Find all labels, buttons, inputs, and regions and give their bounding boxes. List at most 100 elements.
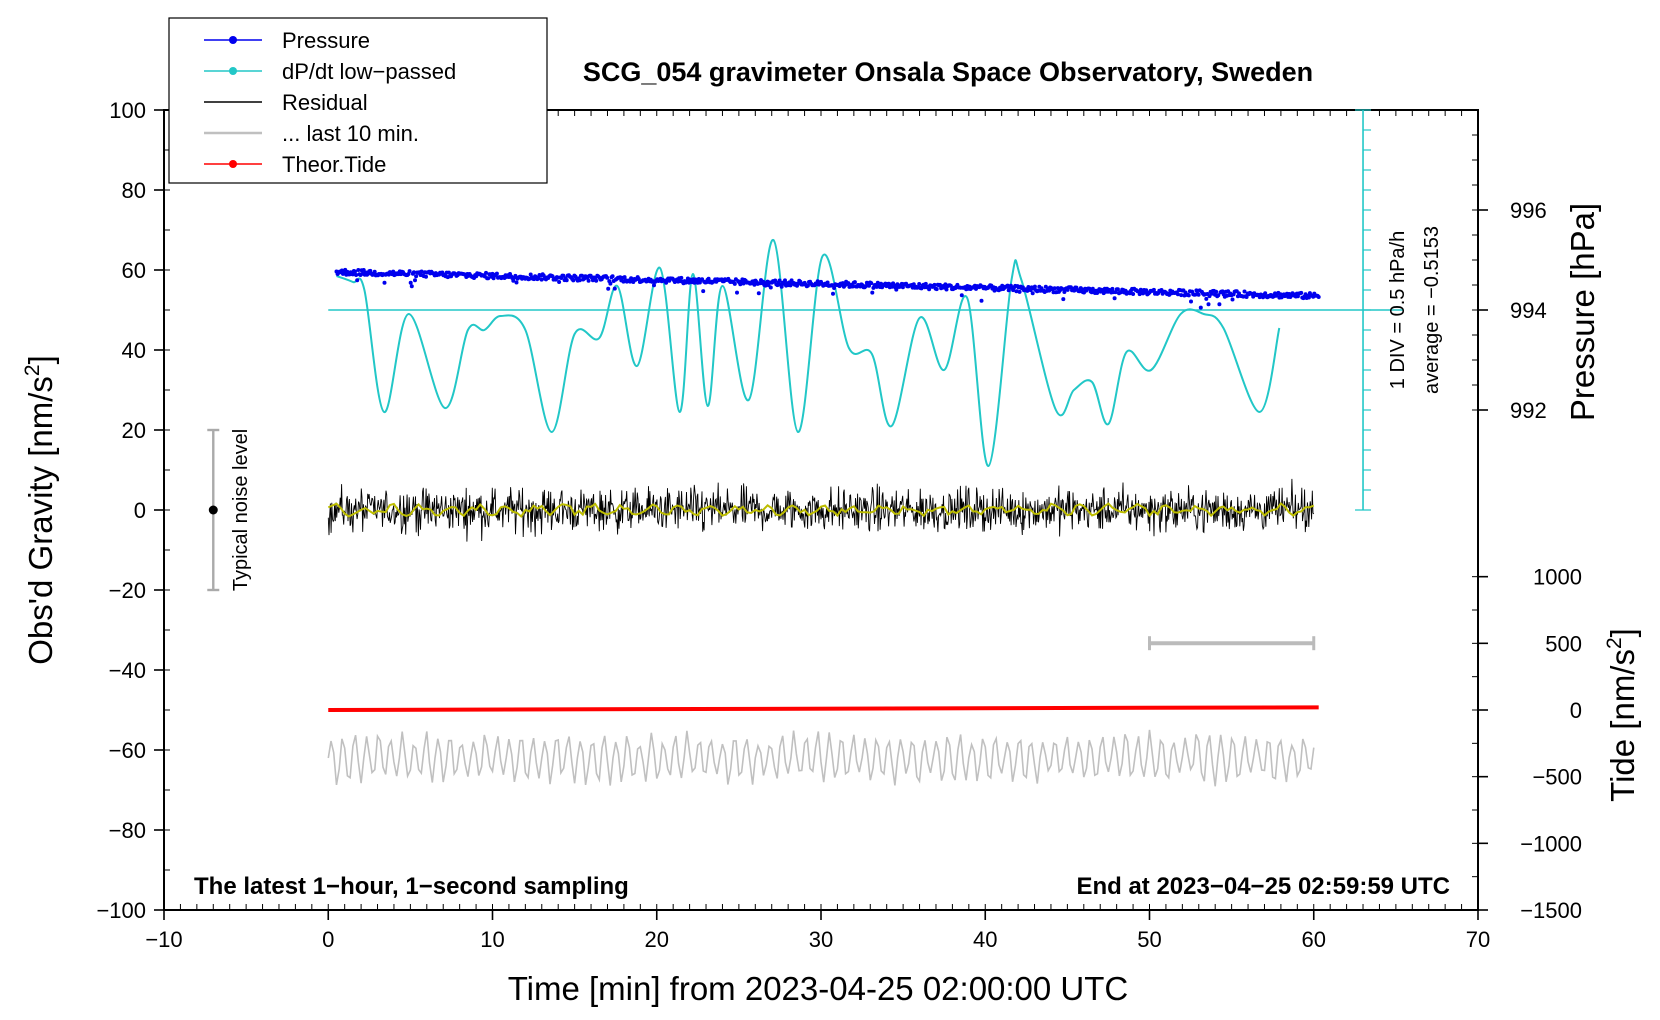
pressure-point: [701, 289, 706, 294]
pressure-point: [652, 283, 656, 288]
pressure-point: [612, 286, 617, 291]
pressure-point: [356, 268, 361, 272]
legend-item: Residual: [204, 90, 368, 115]
pressure-point: [1017, 289, 1022, 294]
pressure-point: [779, 284, 784, 289]
pressure-point: [932, 282, 937, 287]
pressure-point: [852, 280, 857, 285]
pressure-point: [783, 278, 787, 283]
pressure-point: [706, 276, 711, 281]
pressure-point: [586, 278, 591, 283]
tide-tick-label: 0: [1570, 698, 1582, 723]
pressure-point: [1014, 289, 1019, 294]
pressure-point: [959, 293, 964, 298]
series-layer: [207, 109, 1404, 787]
pressure-point: [1186, 293, 1191, 298]
pressure-point: [1061, 297, 1066, 302]
pressure-point: [805, 283, 810, 288]
pressure-tick-label: 994: [1510, 298, 1547, 323]
pressure-point: [353, 269, 357, 274]
pressure-point: [1196, 292, 1201, 297]
pressure-point: [355, 278, 360, 283]
y-axis-left: 100 80 60 40 20 0 −20 −40 −60 −80 −100: [96, 98, 164, 923]
pressure-point: [777, 278, 782, 283]
y-axis-pressure-title: Pressure [hPa]: [1564, 203, 1601, 421]
pressure-point: [867, 283, 871, 288]
y-tick-label: 100: [109, 98, 146, 123]
y-tick-label: −40: [109, 658, 146, 683]
pressure-point: [594, 278, 599, 283]
pressure-point: [1110, 286, 1115, 291]
pressure-point: [1032, 284, 1037, 289]
pressure-point: [927, 287, 932, 292]
pressure-point: [606, 286, 611, 291]
pressure-point: [1299, 290, 1304, 295]
pressure-point: [979, 298, 984, 303]
pressure-point: [577, 278, 582, 283]
y-tick-label: 60: [122, 258, 146, 283]
legend-label: Theor.Tide: [282, 152, 386, 177]
pressure-point: [484, 270, 488, 275]
pressure-point: [875, 280, 880, 285]
x-tick-label: 30: [809, 927, 833, 952]
y-axis-tide-title: Tide [nm/s2]: [1603, 628, 1641, 802]
pressure-point: [1194, 288, 1199, 293]
pressure-point: [1230, 297, 1235, 302]
pressure-point: [1220, 289, 1225, 294]
pressure-point: [768, 285, 773, 290]
pressure-point: [869, 281, 874, 286]
pressure-point: [1189, 299, 1193, 304]
pressure-point: [536, 276, 541, 281]
series-theor-tide: [328, 705, 1319, 712]
pressure-point: [608, 281, 613, 286]
x-tick-label: −10: [145, 927, 182, 952]
pressure-point: [1090, 286, 1095, 291]
x-tick-label: 60: [1302, 927, 1326, 952]
legend-item: dP/dt low−passed: [204, 59, 456, 84]
chart-title: SCG_054 gravimeter Onsala Space Observat…: [583, 57, 1313, 87]
pressure-point: [486, 276, 491, 281]
pressure-point: [419, 269, 424, 274]
legend-label: ... last 10 min.: [282, 121, 419, 146]
pressure-point: [1263, 291, 1268, 296]
pressure-point: [424, 274, 428, 279]
pressure-point: [1217, 302, 1222, 307]
y-tick-label: 0: [134, 498, 146, 523]
pressure-point: [354, 273, 359, 277]
pressure-point: [832, 286, 837, 290]
legend-label: dP/dt low−passed: [282, 59, 456, 84]
tide-tick-label: 500: [1545, 631, 1582, 656]
dpdt-div-label: 1 DIV = 0.5 hPa/h: [1387, 231, 1409, 389]
pressure-point: [1206, 302, 1211, 307]
pressure-point: [1204, 296, 1209, 301]
pressure-point: [382, 280, 387, 285]
legend-item: Pressure: [204, 28, 370, 53]
pressure-point: [829, 283, 834, 288]
legend: Pressure dP/dt low−passed Residual ... last…: [168, 17, 548, 184]
series-residual-smoothed: [327, 502, 1315, 519]
pressure-point: [407, 269, 412, 274]
series-residual: [327, 478, 1315, 542]
y-tick-label: 20: [122, 418, 146, 443]
pressure-point: [408, 280, 413, 285]
y-axis-tide: 1000 500 0 −500 −1000 −1500: [1478, 565, 1582, 923]
legend-swatch-marker: [229, 67, 237, 75]
x-axis: −10 0 10 20 30 40 50 60 70: [145, 910, 1490, 952]
x-tick-label: 20: [645, 927, 669, 952]
noise-bar-center: [208, 505, 218, 515]
x-tick-label: 40: [973, 927, 997, 952]
pressure-point: [732, 281, 737, 286]
pressure-point: [1115, 287, 1120, 292]
pressure-point: [825, 280, 830, 285]
x-tick-label: 70: [1466, 927, 1490, 952]
legend-swatch-marker: [229, 36, 237, 44]
y-axis-pressure: 996 994 992: [1478, 198, 1547, 423]
pressure-point: [1060, 286, 1065, 291]
tide-tick-label: 1000: [1533, 565, 1582, 590]
pressure-point: [917, 282, 922, 286]
pressure-point: [1072, 288, 1077, 293]
pressure-point: [571, 278, 576, 283]
pressure-point: [513, 273, 518, 278]
pressure-point: [938, 282, 942, 287]
pressure-tick-label: 996: [1510, 198, 1547, 223]
